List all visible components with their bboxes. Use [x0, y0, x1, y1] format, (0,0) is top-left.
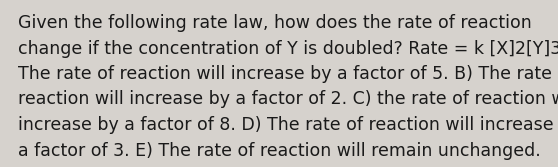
Text: Given the following rate law, how does the rate of reaction: Given the following rate law, how does t… [18, 14, 532, 32]
Text: change if the concentration of Y is doubled? Rate = k [X]2[Y]3 A): change if the concentration of Y is doub… [18, 40, 558, 57]
Text: reaction will increase by a factor of 2. C) the rate of reaction will: reaction will increase by a factor of 2.… [18, 91, 558, 109]
Text: increase by a factor of 8. D) The rate of reaction will increase by: increase by a factor of 8. D) The rate o… [18, 116, 558, 134]
Text: a factor of 3. E) The rate of reaction will remain unchanged.: a factor of 3. E) The rate of reaction w… [18, 141, 541, 159]
Text: The rate of reaction will increase by a factor of 5. B) The rate of: The rate of reaction will increase by a … [18, 65, 558, 83]
